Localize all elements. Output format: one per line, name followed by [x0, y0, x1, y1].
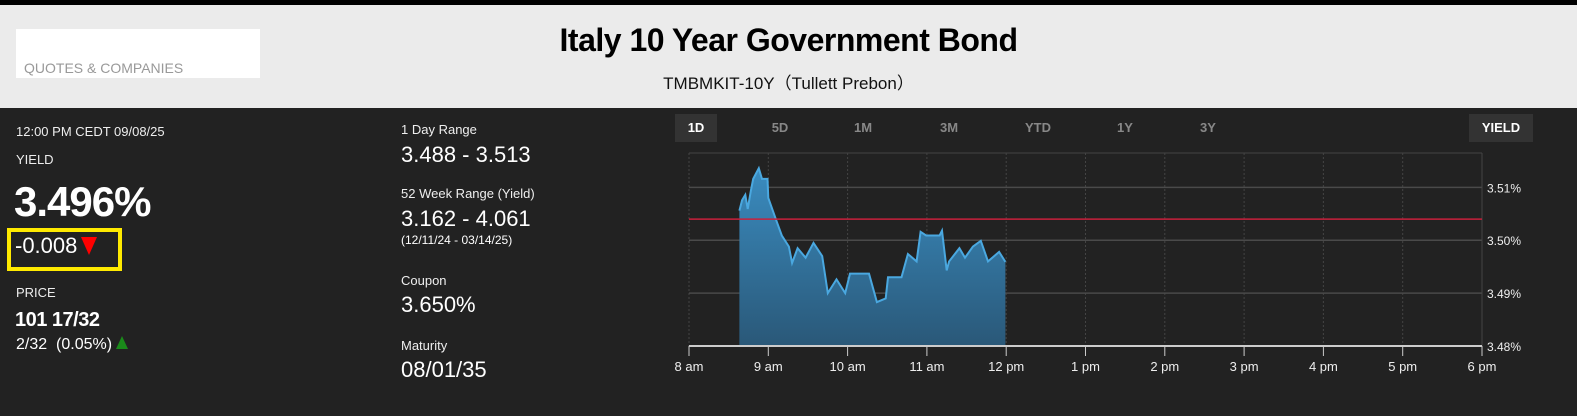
x-tick-label: 4 pm: [1309, 359, 1338, 374]
maturity-label: Maturity: [401, 338, 448, 353]
x-tick-label: 10 am: [830, 359, 866, 374]
x-tick-label: 6 pm: [1468, 359, 1497, 374]
x-tick-label: 12 pm: [988, 359, 1024, 374]
week52-label: 52 Week Range (Yield): [401, 186, 535, 201]
yield-value: 3.496%: [14, 178, 151, 225]
y-tick-label: 3.51%: [1487, 181, 1521, 195]
price-change-value: 2/32 (0.05%): [16, 336, 113, 353]
top-bar: [0, 0, 1577, 5]
page-title: Italy 10 Year Government Bond: [559, 22, 1018, 58]
x-tick-label: 5 pm: [1388, 359, 1417, 374]
timestamp: 12:00 PM CEDT 09/08/25: [16, 124, 165, 139]
price-change: 2/32 (0.05%): [16, 336, 129, 354]
yield-change: -0.008: [15, 233, 98, 259]
down-arrow-icon: [81, 237, 98, 255]
week52-range: 3.162 - 4.061: [401, 206, 531, 231]
y-tick-label: 3.48%: [1487, 340, 1521, 354]
coupon-label: Coupon: [401, 273, 447, 288]
x-tick-label: 8 am: [675, 359, 704, 374]
coupon-value: 3.650%: [401, 292, 476, 317]
x-tick-label: 2 pm: [1150, 359, 1179, 374]
x-tick-label: 1 pm: [1071, 359, 1100, 374]
x-tick-label: 9 am: [754, 359, 783, 374]
x-tick-label: 11 am: [909, 359, 944, 374]
quotes-companies-search[interactable]: QUOTES & COMPANIES: [16, 29, 260, 78]
tab-3y[interactable]: 3Y: [1200, 120, 1216, 135]
maturity-value: 08/01/35: [401, 357, 487, 382]
header: QUOTES & COMPANIES Italy 10 Year Governm…: [0, 5, 1577, 108]
yield-change-value: -0.008: [15, 233, 78, 258]
day-range: 3.488 - 3.513: [401, 142, 531, 167]
x-tick-label: 3 pm: [1230, 359, 1259, 374]
tab-ytd[interactable]: YTD: [1025, 120, 1051, 135]
yield-mode-button[interactable]: YIELD: [1469, 114, 1533, 142]
yield-label: YIELD: [16, 152, 54, 167]
tab-5d[interactable]: 5D: [771, 120, 789, 135]
y-tick-label: 3.49%: [1487, 287, 1521, 301]
price-label: PRICE: [16, 285, 56, 300]
up-arrow-icon: [116, 336, 129, 349]
y-tick-label: 3.50%: [1487, 234, 1521, 248]
tab-1y[interactable]: 1Y: [1117, 120, 1133, 135]
price-value: 101 17/32: [15, 309, 100, 331]
page-subtitle: TMBMKIT-10Y（Tullett Prebon）: [663, 74, 914, 93]
tab-3m[interactable]: 3M: [939, 120, 959, 135]
quotes-label: QUOTES & COMPANIES: [24, 60, 184, 76]
highlight-box: [7, 228, 122, 271]
tab-1d[interactable]: 1D: [675, 114, 717, 142]
yield-line: [738, 165, 1007, 304]
day-range-label: 1 Day Range: [401, 122, 477, 137]
week52-dates: (12/11/24 - 03/14/25): [401, 233, 513, 247]
yield-area: [739, 168, 1006, 346]
tab-1m[interactable]: 1M: [853, 120, 873, 135]
